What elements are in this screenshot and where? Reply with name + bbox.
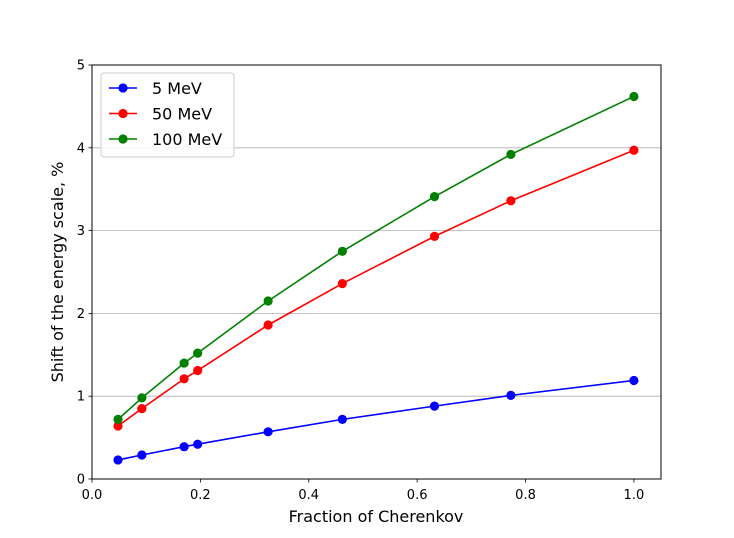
data-point xyxy=(337,414,347,424)
legend: 5 MeV 50 MeV 100 MeV xyxy=(100,72,235,158)
axis-ticks: 0 1 2 3 4 5 0.0 0.2 0.4 0.6 0.8 1.0 xyxy=(77,59,645,504)
plot-series xyxy=(113,91,639,465)
y-axis-label: Shift of the energy scale, % xyxy=(48,162,67,383)
legend-label: 5 MeV xyxy=(152,79,202,98)
legend-swatch-marker xyxy=(118,83,128,93)
data-point xyxy=(193,348,203,358)
data-point xyxy=(113,455,123,465)
data-point xyxy=(429,231,440,241)
data-point xyxy=(263,296,273,306)
data-point xyxy=(193,365,203,376)
y-tick-label: 5 xyxy=(77,59,85,74)
y-tick-label: 0 xyxy=(77,473,85,488)
data-point xyxy=(193,439,203,449)
data-point xyxy=(113,414,123,424)
data-point xyxy=(506,390,516,400)
data-point xyxy=(263,427,273,437)
y-tick-label: 3 xyxy=(77,224,85,239)
x-tick-label: 0.0 xyxy=(82,488,103,503)
data-point xyxy=(179,374,189,384)
data-point xyxy=(629,145,639,155)
data-point xyxy=(506,196,516,206)
data-point xyxy=(179,358,189,368)
legend-box xyxy=(100,72,235,158)
data-point xyxy=(337,246,347,256)
data-point xyxy=(113,421,123,431)
data-point xyxy=(137,404,147,414)
data-point xyxy=(337,278,347,289)
series-5-mev xyxy=(113,375,639,465)
x-tick-label: 0.4 xyxy=(298,488,319,503)
data-point xyxy=(629,91,639,102)
plot-area-frame xyxy=(91,64,662,480)
data-point xyxy=(137,450,147,460)
data-point xyxy=(263,320,273,330)
y-tick-label: 2 xyxy=(77,307,85,322)
data-point xyxy=(137,393,147,403)
data-point xyxy=(429,401,440,411)
data-point xyxy=(179,442,189,452)
x-tick-label: 0.8 xyxy=(515,488,536,503)
data-point xyxy=(506,149,516,160)
data-point xyxy=(429,192,440,202)
data-point xyxy=(629,375,639,386)
y-tick-label: 4 xyxy=(77,141,85,156)
x-tick-label: 1.0 xyxy=(624,488,645,503)
x-axis-label: Fraction of Cherenkov xyxy=(289,507,464,526)
y-tick-label: 1 xyxy=(77,390,85,405)
legend-swatch-marker xyxy=(118,108,128,119)
series-100-mev xyxy=(113,91,639,424)
x-tick-label: 0.2 xyxy=(190,488,211,503)
series-50-mev xyxy=(113,145,639,431)
legend-swatch-marker xyxy=(118,134,128,144)
legend-label: 50 MeV xyxy=(152,105,212,124)
x-tick-label: 0.6 xyxy=(407,488,428,503)
legend-label: 100 MeV xyxy=(152,130,222,149)
